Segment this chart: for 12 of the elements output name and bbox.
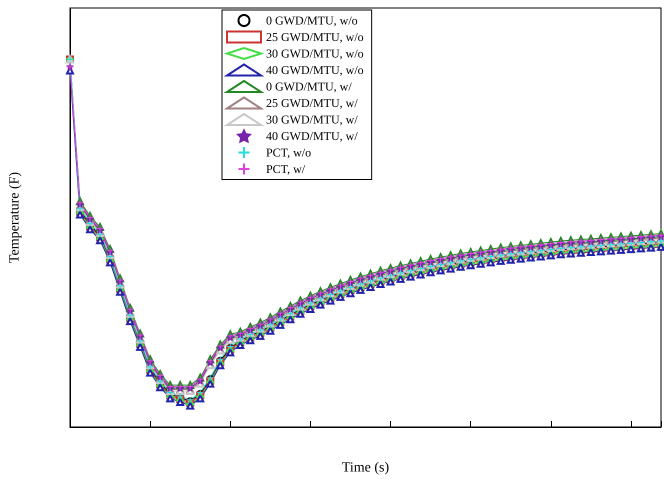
legend-label: 0 GWD/MTU, w/o — [266, 14, 358, 28]
x-axis-title: Time (s) — [342, 460, 390, 476]
legend-label: 25 GWD/MTU, w/o — [266, 30, 364, 44]
legend-label: 40 GWD/MTU, w/o — [266, 63, 364, 77]
y-axis-title: Temperature (F) — [8, 172, 22, 264]
legend-label: PCT, w/ — [266, 162, 306, 176]
legend-label: 30 GWD/MTU, w/o — [266, 46, 364, 60]
legend-label: 30 GWD/MTU, w/ — [266, 112, 358, 126]
legend-label: 0 GWD/MTU, w/ — [266, 80, 352, 94]
legend-label: 25 GWD/MTU, w/ — [266, 96, 358, 110]
legend-label: 40 GWD/MTU, w/ — [266, 129, 358, 143]
legend-label: PCT, w/o — [266, 146, 312, 160]
